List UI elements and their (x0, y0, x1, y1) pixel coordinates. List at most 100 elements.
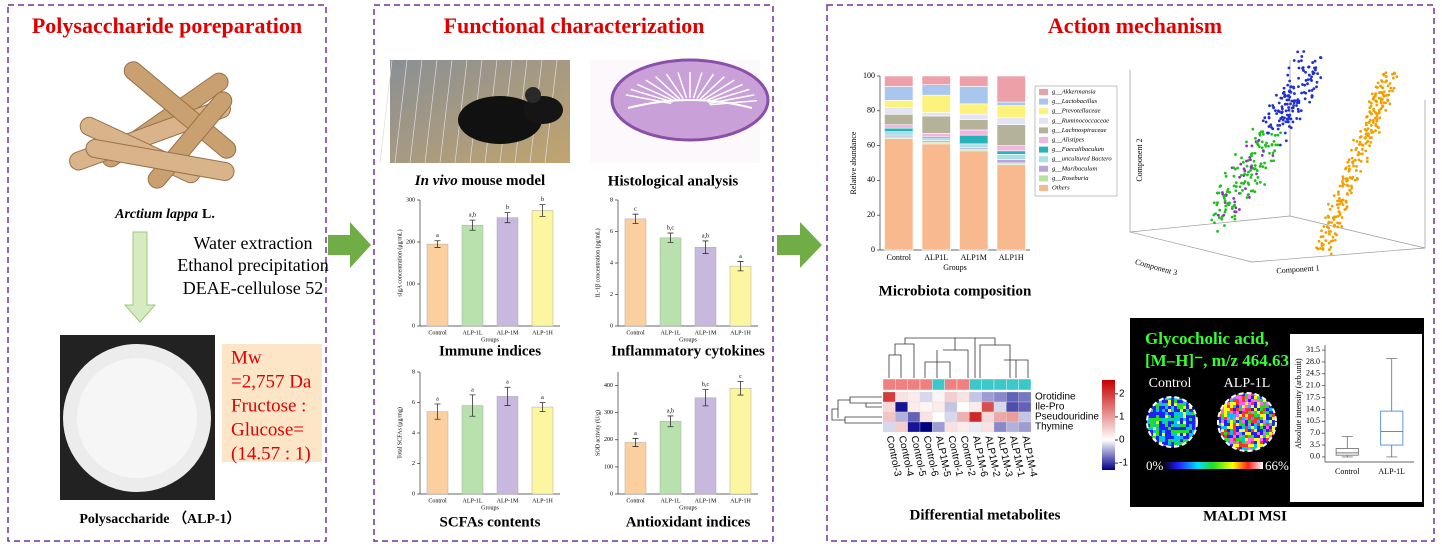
msi-pixel (1162, 418, 1165, 421)
bar-segment (959, 134, 989, 145)
pca-point (1338, 213, 1342, 217)
pca-point (1310, 88, 1314, 92)
msi-pixel (1233, 432, 1236, 435)
pca-point (1353, 178, 1357, 182)
pca-point (1297, 66, 1301, 70)
pca-point (1253, 164, 1257, 167)
pca-point (1338, 221, 1342, 225)
pca-point (1280, 96, 1284, 100)
msi-pixel (1224, 435, 1227, 438)
panel-title: Functional characterization (444, 13, 705, 38)
msi-pixel (1224, 426, 1227, 429)
pca-point (1373, 93, 1377, 97)
msi-pixel (1236, 402, 1239, 405)
msi-pixel (1257, 441, 1260, 444)
pca-frame (1129, 60, 1426, 263)
pca-point (1256, 143, 1260, 147)
pca-point (1377, 130, 1381, 134)
msi-pixel (1165, 409, 1168, 412)
pca-point (1300, 59, 1303, 63)
msi-pixel (1266, 408, 1269, 411)
pca-point (1296, 50, 1300, 54)
pca-point (1266, 131, 1269, 135)
box-whisker (1386, 358, 1398, 458)
msi-pixel (1242, 423, 1245, 426)
msi-pixel (1251, 441, 1254, 444)
msi-pixel (1272, 414, 1275, 417)
x-tick-label: ALP-1L (1378, 467, 1405, 476)
caption-italic: In vivo (414, 173, 458, 189)
bar-segment (996, 164, 1026, 251)
pca-point (1250, 154, 1253, 158)
bar (461, 224, 484, 327)
row-label: Thymine (1035, 422, 1074, 433)
significance-label: c (739, 374, 742, 380)
pca-point (1288, 95, 1292, 99)
msi-pixel (1230, 426, 1233, 429)
msi-pixel (1269, 414, 1272, 417)
y-tick-label: 300 (406, 197, 415, 203)
pca-point (1251, 127, 1255, 131)
bar-segment (884, 127, 914, 132)
pca-point (1267, 125, 1271, 128)
msi-pixel (1159, 430, 1162, 433)
pca-point (1361, 152, 1364, 156)
pca-point (1269, 159, 1273, 163)
msi-pixel (1174, 415, 1177, 418)
pca-point (1326, 214, 1330, 218)
msi-pixel (1233, 429, 1236, 432)
bar-segment (959, 103, 989, 115)
fold (707, 88, 750, 103)
pca-point (1275, 112, 1279, 115)
msi-pixel (1245, 411, 1248, 414)
caption: Inflammatory cytokines (611, 343, 765, 359)
legend-swatch (1039, 165, 1048, 172)
pca-point (1213, 221, 1216, 225)
pca-point (1391, 76, 1395, 80)
msi-pixel (1192, 430, 1195, 433)
msi-pixel (1186, 415, 1189, 418)
msi-pixel (1269, 408, 1272, 411)
pca-point (1223, 210, 1227, 214)
msi-pixel (1227, 411, 1230, 414)
pca-point (1326, 202, 1330, 206)
msi-pixel (1189, 433, 1192, 436)
msi-pixel (1266, 438, 1269, 441)
pca-point (1367, 120, 1371, 124)
msi-pixel (1150, 409, 1153, 412)
pca-point (1328, 248, 1331, 252)
heatmap-cell (956, 421, 970, 433)
pca-point (1366, 139, 1370, 143)
pca-point (1276, 127, 1280, 131)
bar-segment (884, 138, 914, 251)
pca-point (1335, 203, 1339, 206)
pca-point (1269, 123, 1273, 127)
msi-pixel (1236, 423, 1239, 426)
pca-point (1249, 169, 1252, 172)
source-caption: Arctium lappa L. (114, 207, 215, 222)
msi-pixel (1165, 412, 1168, 415)
x-tick-label: ALP-1L (463, 498, 483, 504)
msi-pixel (1257, 411, 1260, 414)
pca-point (1393, 72, 1397, 76)
pca-point (1313, 68, 1317, 72)
y-tick-label: 80 (867, 106, 875, 115)
msi-pixel (1177, 439, 1180, 442)
group-bar (907, 378, 921, 391)
legend-swatch (1039, 146, 1048, 153)
msi-pixel (1224, 408, 1227, 411)
pca-point (1358, 140, 1362, 144)
heatmap-cell (882, 391, 896, 403)
msi-pixel (1150, 424, 1153, 427)
msi-pixel (1248, 414, 1251, 417)
pca-point (1281, 118, 1285, 122)
msi-pixel (1180, 436, 1183, 439)
msi-pixel (1174, 406, 1177, 409)
msi-pixel (1239, 441, 1242, 444)
pca-point (1219, 184, 1223, 188)
group-bar (981, 378, 995, 391)
fold (665, 73, 684, 99)
pca-point (1283, 93, 1287, 97)
msi-pixel (1254, 432, 1257, 435)
error-bar (504, 212, 511, 224)
